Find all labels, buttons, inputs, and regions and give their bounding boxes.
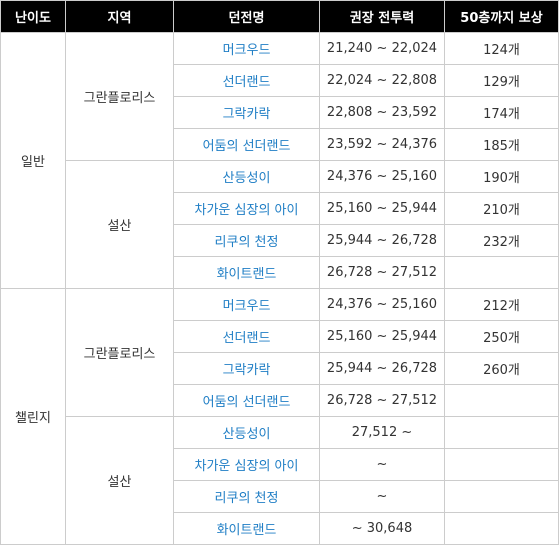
dungeon-link[interactable]: 어둠의 선더랜드 [202, 395, 291, 410]
power-cell: 25,160 ~ 25,944 [319, 192, 445, 225]
reward-cell: 124개 [444, 32, 559, 65]
reward-cell [444, 384, 559, 417]
reward-cell: 174개 [444, 96, 559, 129]
table-row: 어둠의 선더랜드 26,728 ~ 27,512 [1, 384, 559, 417]
region-cell: 설산 [65, 416, 174, 545]
dungeon-cell: 리쿠의 천정 [173, 224, 320, 257]
dungeon-link[interactable]: 산등성이 [222, 171, 271, 186]
dungeon-cell: 산등성이 [173, 416, 320, 449]
table-row: 리쿠의 천정 25,944 ~ 26,728 232개 [1, 224, 559, 257]
header-row: 난이도 지역 던전명 권장 전투력 50층까지 보상 [0, 0, 559, 33]
dungeon-cell: 머크우드 [173, 32, 320, 65]
power-cell: 24,376 ~ 25,160 [319, 160, 445, 193]
region-cell: 그란플로리스 [65, 288, 174, 417]
dungeon-cell: 화이트랜드 [173, 256, 320, 289]
dungeon-cell: 머크우드 [173, 288, 320, 321]
power-cell: 21,240 ~ 22,024 [319, 32, 445, 65]
power-cell: 25,944 ~ 26,728 [319, 224, 445, 257]
reward-cell [444, 512, 559, 545]
header-power: 권장 전투력 [319, 0, 445, 33]
table-row: 리쿠의 천정 ~ [1, 480, 559, 513]
dungeon-cell: 그락카락 [173, 96, 320, 129]
dungeon-cell: 산등성이 [173, 160, 320, 193]
reward-cell [444, 480, 559, 513]
power-cell: 24,376 ~ 25,160 [319, 288, 445, 321]
power-cell: 26,728 ~ 27,512 [319, 384, 445, 417]
reward-cell [444, 416, 559, 449]
reward-cell [444, 256, 559, 289]
dungeon-cell: 그락카락 [173, 352, 320, 385]
header-reward: 50층까지 보상 [444, 0, 559, 33]
table-row: 설산 산등성이 27,512 ~ [1, 416, 559, 545]
table-row: 화이트랜드 ~ 30,648 [1, 512, 559, 545]
dungeon-link[interactable]: 차가운 심장의 아이 [194, 203, 299, 218]
power-cell: 27,512 ~ [319, 416, 445, 449]
power-cell: 25,160 ~ 25,944 [319, 320, 445, 353]
difficulty-cell: 챌린지 [0, 288, 66, 545]
dungeon-link[interactable]: 그락카락 [222, 107, 271, 122]
table-row: 차가운 심장의 아이 25,160 ~ 25,944 210개 [1, 192, 559, 225]
table-row: 선더랜드 22,024 ~ 22,808 129개 [1, 64, 559, 97]
dungeon-cell: 리쿠의 천정 [173, 480, 320, 513]
reward-cell [444, 448, 559, 481]
header-difficulty: 난이도 [0, 0, 66, 33]
header-region: 지역 [65, 0, 174, 33]
power-cell: 22,808 ~ 23,592 [319, 96, 445, 129]
region-cell: 설산 [65, 160, 174, 289]
power-cell: 25,944 ~ 26,728 [319, 352, 445, 385]
reward-cell: 185개 [444, 128, 559, 161]
power-cell: 22,024 ~ 22,808 [319, 64, 445, 97]
reward-cell: 232개 [444, 224, 559, 257]
difficulty-cell: 일반 [0, 32, 66, 289]
dungeon-link[interactable]: 머크우드 [222, 43, 271, 58]
reward-cell: 212개 [444, 288, 559, 321]
table-row: 설산 산등성이 24,376 ~ 25,160 190개 [1, 160, 559, 289]
reward-cell: 210개 [444, 192, 559, 225]
table-row: 화이트랜드 26,728 ~ 27,512 [1, 256, 559, 289]
dungeon-link[interactable]: 차가운 심장의 아이 [194, 459, 299, 474]
dungeon-cell: 어둠의 선더랜드 [173, 384, 320, 417]
dungeon-link[interactable]: 그락카락 [222, 363, 271, 378]
table-row: 일반 그란플로리스 머크우드 21,240 ~ 22,024 124개 [0, 32, 559, 289]
power-cell: ~ [319, 448, 445, 481]
header-dungeon: 던전명 [173, 0, 320, 33]
dungeon-link[interactable]: 선더랜드 [222, 331, 271, 346]
table-row: 그락카락 25,944 ~ 26,728 260개 [1, 352, 559, 385]
dungeon-cell: 어둠의 선더랜드 [173, 128, 320, 161]
table-row: 차가운 심장의 아이 ~ [1, 448, 559, 481]
dungeon-link[interactable]: 머크우드 [222, 299, 271, 314]
dungeon-link[interactable]: 산등성이 [222, 427, 271, 442]
reward-cell: 190개 [444, 160, 559, 193]
dungeon-cell: 차가운 심장의 아이 [173, 192, 320, 225]
dungeon-link[interactable]: 화이트랜드 [216, 267, 277, 282]
dungeon-link[interactable]: 리쿠의 천정 [214, 491, 279, 506]
dungeon-cell: 차가운 심장의 아이 [173, 448, 320, 481]
dungeon-cell: 화이트랜드 [173, 512, 320, 545]
dungeon-cell: 선더랜드 [173, 64, 320, 97]
table-row: 그락카락 22,808 ~ 23,592 174개 [1, 96, 559, 129]
region-cell: 그란플로리스 [65, 32, 174, 161]
dungeon-cell: 선더랜드 [173, 320, 320, 353]
power-cell: ~ 30,648 [319, 512, 445, 545]
dungeon-link[interactable]: 어둠의 선더랜드 [202, 139, 291, 154]
reward-cell: 260개 [444, 352, 559, 385]
table-row: 어둠의 선더랜드 23,592 ~ 24,376 185개 [1, 128, 559, 161]
power-cell: 26,728 ~ 27,512 [319, 256, 445, 289]
reward-cell: 129개 [444, 64, 559, 97]
table-row: 챌린지 그란플로리스 머크우드 24,376 ~ 25,160 212개 [0, 288, 559, 545]
power-cell: 23,592 ~ 24,376 [319, 128, 445, 161]
power-cell: ~ [319, 480, 445, 513]
dungeon-link[interactable]: 선더랜드 [222, 75, 271, 90]
dungeon-link[interactable]: 리쿠의 천정 [214, 235, 279, 250]
dungeon-link[interactable]: 화이트랜드 [216, 523, 277, 538]
reward-cell: 250개 [444, 320, 559, 353]
